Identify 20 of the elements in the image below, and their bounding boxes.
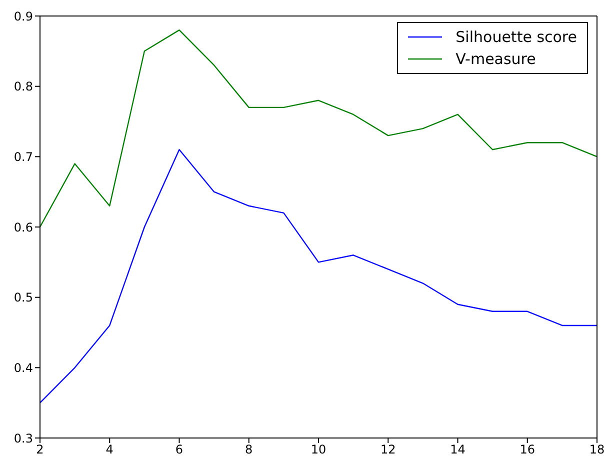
x-tick-label: 4: [106, 442, 114, 457]
legend-label: V-measure: [456, 49, 536, 70]
x-tick-label: 12: [380, 442, 396, 457]
x-tick-label: 2: [36, 442, 44, 457]
x-tick-label: 8: [245, 442, 253, 457]
x-tick-label: 14: [450, 442, 466, 457]
x-tick-label: 6: [175, 442, 184, 457]
y-tick-label: 0.9: [14, 9, 33, 24]
legend-label: Silhouette score: [456, 27, 577, 48]
y-tick-label: 0.4: [14, 360, 33, 375]
x-tick-label: 18: [589, 442, 605, 457]
x-tick-label: 10: [310, 442, 326, 457]
y-tick-label: 0.3: [14, 431, 33, 446]
line-series: [40, 149, 597, 404]
y-tick-label: 0.7: [14, 150, 33, 164]
x-tick-label: 16: [520, 442, 536, 457]
y-tick-label: 0.5: [14, 290, 33, 305]
y-tick-label: 0.8: [14, 80, 33, 94]
line-series: [40, 29, 597, 228]
y-tick-label: 0.6: [14, 220, 33, 234]
